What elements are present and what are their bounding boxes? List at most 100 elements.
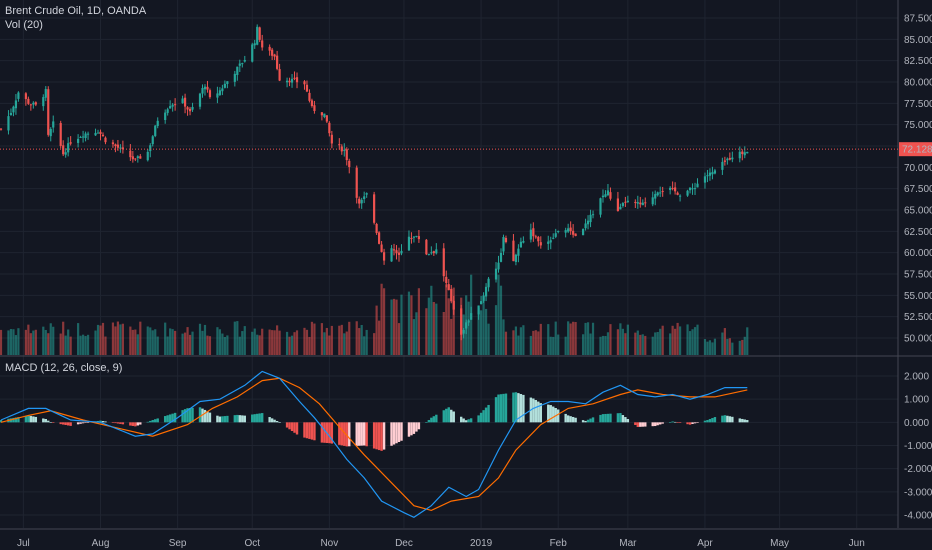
volume-bar: [534, 330, 537, 355]
histogram-bar: [619, 413, 622, 423]
histogram-bar: [238, 415, 242, 423]
candle-body: [589, 214, 592, 223]
volume-bar: [226, 335, 229, 355]
volume-bar: [14, 335, 18, 355]
candle-body: [198, 93, 202, 107]
candle-body: [382, 252, 386, 261]
candle-body: [703, 176, 707, 183]
histogram-bar: [278, 422, 281, 423]
candle-body: [479, 301, 483, 304]
histogram-bar: [14, 417, 18, 423]
histogram-bar: [450, 409, 453, 423]
volume-bar: [601, 335, 605, 355]
volume-bar: [567, 321, 570, 355]
candle-body: [27, 98, 30, 104]
candle-body: [345, 149, 348, 161]
volume-bar: [654, 332, 657, 355]
volume-bar: [273, 330, 276, 355]
volume-bar: [591, 322, 595, 355]
candle-body: [534, 236, 537, 238]
macd-tick-label: -2.000: [904, 464, 932, 475]
candle-body: [360, 199, 363, 204]
volume-bar: [94, 330, 97, 355]
candle-body: [537, 236, 540, 242]
volume-bar: [24, 329, 27, 355]
histogram-bar: [656, 422, 659, 426]
candle-body: [323, 113, 326, 117]
candle-body: [258, 27, 261, 40]
candle-body: [29, 104, 32, 106]
macd-legend[interactable]: MACD (12, 26, close, 9): [5, 362, 123, 374]
histogram-bar: [430, 417, 433, 423]
volume-bar: [552, 336, 555, 355]
candle-body: [241, 63, 244, 65]
histogram-bar: [417, 422, 421, 430]
histogram-bar: [258, 413, 261, 423]
volume-bar: [517, 335, 520, 355]
volume-bar: [191, 331, 194, 355]
symbol-legend[interactable]: Brent Crude Oil, 1D, OANDA: [5, 5, 147, 17]
price-tick-label: 50.000: [904, 334, 932, 345]
candle-body: [400, 250, 403, 254]
x-tick-label: Nov: [320, 538, 338, 549]
volume-bar: [203, 324, 207, 355]
candle-body: [44, 89, 47, 98]
histogram-bar: [415, 422, 418, 432]
candle-body: [186, 107, 189, 110]
volume-bar: [271, 330, 274, 355]
volume-bar: [236, 321, 239, 355]
candle-body: [12, 106, 15, 113]
candle-body: [111, 142, 115, 145]
candle-body: [552, 237, 555, 239]
candle-body: [731, 157, 734, 160]
candle-body: [591, 214, 595, 216]
volume-bar: [69, 336, 72, 355]
histogram-bar: [151, 420, 154, 423]
candle-body: [442, 248, 445, 277]
macd-tick-label: -4.000: [904, 511, 932, 522]
volume-bar: [188, 334, 192, 355]
histogram-bar: [392, 422, 396, 445]
histogram-bar: [81, 422, 85, 424]
volume-bar: [380, 283, 383, 355]
volume-bar: [79, 335, 82, 355]
candle-body: [191, 106, 194, 110]
candle-body: [504, 237, 508, 243]
histogram-bar: [641, 422, 644, 427]
candle-body: [659, 192, 662, 194]
histogram-bar: [79, 422, 82, 424]
histogram-bar: [639, 422, 642, 427]
volume-bar: [114, 326, 117, 355]
histogram-bar: [522, 394, 525, 423]
volume-legend[interactable]: Vol (20): [5, 19, 43, 31]
histogram-bar: [532, 398, 535, 423]
candle-body: [223, 83, 226, 88]
histogram-bar: [654, 422, 657, 427]
histogram-bar: [345, 422, 348, 447]
volume-bar: [502, 319, 505, 355]
volume-bar: [308, 336, 311, 355]
volume-bar: [154, 329, 157, 355]
macd-tick-label: 2.000: [904, 372, 929, 383]
last-price-label: 72.128: [902, 145, 932, 156]
candle-body: [278, 69, 281, 81]
candle-body: [243, 59, 246, 62]
candle-body: [678, 195, 682, 197]
candle-body: [94, 132, 97, 136]
volume-bar: [253, 328, 256, 355]
candle-body: [609, 192, 612, 199]
volume-bar: [432, 301, 435, 355]
volume-bar: [233, 321, 236, 355]
histogram-bar: [64, 422, 67, 426]
histogram-bar: [721, 415, 724, 423]
volume-bar: [17, 328, 20, 355]
candle-body: [447, 284, 450, 291]
last-price-badge: [899, 142, 932, 157]
histogram-bar: [678, 422, 682, 423]
histogram-bar: [746, 420, 749, 423]
histogram-bar: [604, 413, 607, 423]
candle-body: [206, 86, 209, 90]
candle-body: [427, 253, 430, 255]
histogram-bar: [42, 418, 45, 423]
histogram-bar: [66, 422, 70, 426]
